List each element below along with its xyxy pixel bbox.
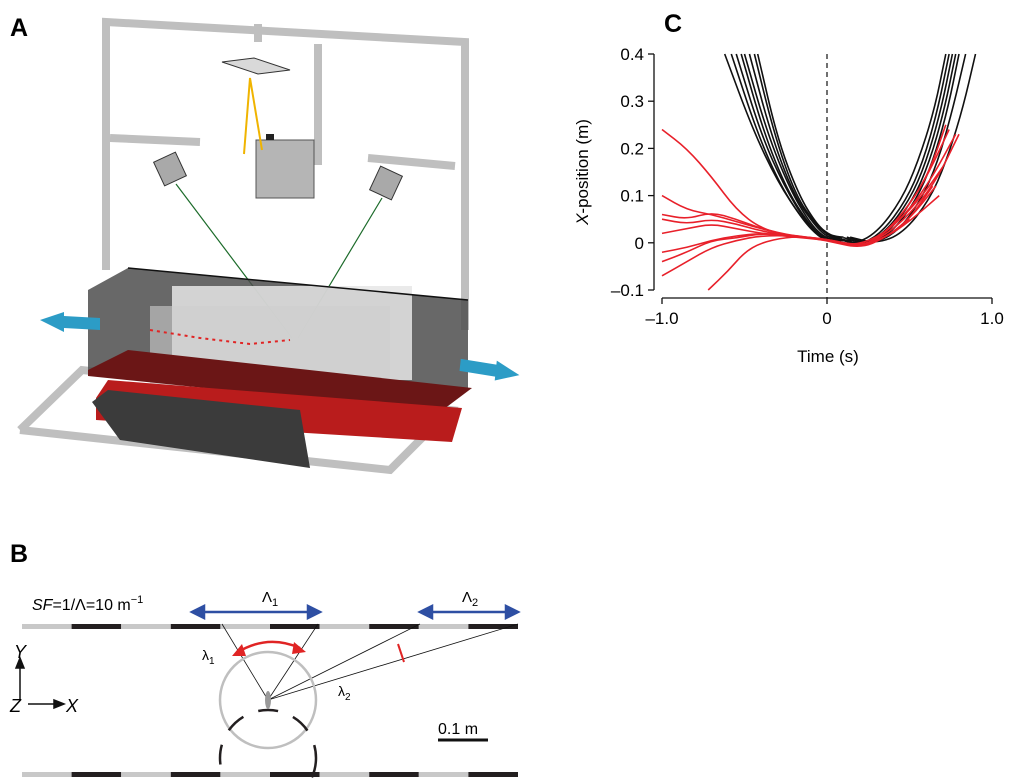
top-grating-stripe	[369, 624, 419, 629]
x-tick-label: 0	[822, 309, 831, 328]
bottom-grating-stripe	[71, 772, 122, 777]
Lambda2-label: Λ2	[462, 589, 478, 609]
lambda1-arrowhead-left	[189, 603, 206, 621]
bottom-grating-stripe	[220, 772, 270, 777]
y-tick-label: 0.1	[620, 187, 644, 206]
bottom-grating-stripe	[170, 772, 221, 777]
red-trajectory-line	[661, 133, 957, 246]
red-trajectory-line	[661, 124, 947, 246]
bottom-grating-stripe	[468, 772, 518, 777]
top-grating-stripe	[468, 624, 518, 629]
black-trajectory-line	[753, 53, 842, 239]
x-tick-label: –1.0	[645, 309, 678, 328]
camera-left	[152, 151, 188, 187]
panel-label-a: A	[10, 14, 29, 42]
bottom-grating-stripe	[270, 772, 320, 777]
black-trajectory-line	[723, 53, 852, 242]
fish-path	[149, 329, 291, 346]
top-grating-stripe	[170, 624, 221, 629]
red-trajectory-line	[661, 218, 910, 277]
outflow-arrow	[40, 312, 100, 332]
black-trajectory-line	[838, 53, 954, 245]
black-trajectory-line	[730, 53, 836, 242]
visual-circle-bottom	[218, 708, 318, 778]
fish-icon	[265, 691, 271, 709]
top-grating-stripe	[319, 624, 370, 629]
spatial-frequency-label: SF=1/Λ=10 m−1	[32, 594, 143, 614]
black-trajectory-line	[743, 53, 839, 241]
top-grating-stripe	[270, 624, 320, 629]
y-tick-label: –0.1	[611, 281, 644, 300]
bottom-grating-stripe	[22, 772, 72, 777]
bottom-grating-stripe	[418, 772, 469, 777]
top-grating-stripe	[418, 624, 469, 629]
projector	[255, 139, 315, 199]
axis-x-label: X	[65, 696, 79, 716]
Lambda1-label: Λ1	[262, 589, 278, 609]
panel-label-c: C	[664, 10, 683, 38]
bottom-grating-stripe	[369, 772, 419, 777]
visual-angle-lines	[221, 623, 519, 701]
bottom-grating-stripe	[319, 772, 370, 777]
support-frame	[17, 17, 469, 475]
black-trajectory-line	[740, 53, 837, 242]
coordinate-axes	[14, 655, 67, 710]
lambda1-arrowhead-right	[306, 603, 323, 621]
axis-y-label: Y	[14, 642, 28, 662]
tank-floor	[88, 350, 472, 412]
camera-right	[368, 165, 404, 201]
lower-base	[92, 390, 310, 468]
lambda2-arrowhead-right	[504, 603, 521, 621]
y-axis-title: X-position (m)	[573, 119, 592, 226]
black-trajectory-line	[835, 53, 950, 246]
lambda1-label: λ1	[202, 647, 215, 667]
grating-schematic: SF=1/Λ=10 m−1 Λ1 Λ2 λ1 λ2 Y Z X 0.1 m	[9, 589, 521, 778]
angle-arc-1-head-left	[232, 644, 246, 656]
tank-top-edge	[127, 267, 469, 301]
lambda2-label: λ2	[338, 683, 351, 703]
black-trajectory-line	[843, 53, 960, 244]
bottom-grating-stripe	[121, 772, 171, 777]
projector-lens	[266, 134, 274, 140]
top-grating-stripe	[22, 624, 72, 629]
black-trajectory-line	[735, 53, 836, 242]
red-trajectory-line	[661, 194, 940, 245]
black-trajectory-line	[756, 53, 844, 238]
black-trajectory-line	[839, 53, 957, 244]
x-position-chart: –0.1 0 0.1 0.2 0.3 0.4 –1.0 0 1.0 Time (s) X-pos…	[573, 45, 1004, 366]
y-tick-label: 0	[635, 234, 644, 253]
visual-circle-top	[218, 650, 318, 750]
y-tick-label: 0.4	[620, 45, 644, 64]
apparatus-illustration	[17, 17, 520, 475]
bottom-grating	[22, 772, 518, 777]
mirror	[221, 57, 291, 75]
angle-arc-2	[397, 643, 405, 663]
x-axis-title: Time (s)	[797, 347, 859, 366]
red-trajectory-line	[707, 166, 944, 291]
angle-arc-1-head-right	[292, 642, 306, 654]
top-grating-stripe	[71, 624, 122, 629]
black-trajectory-line	[748, 53, 841, 240]
lambda2-arrowhead-left	[417, 603, 434, 621]
top-grating-stripe	[220, 624, 270, 629]
y-tick-label: 0.2	[620, 139, 644, 158]
scale-bar-label: 0.1 m	[438, 721, 478, 738]
axis-z-label: Z	[9, 696, 22, 716]
angle-arc-1	[237, 640, 301, 654]
y-tick-label: 0.3	[620, 92, 644, 111]
top-grating	[22, 624, 518, 629]
panel-label-b: B	[10, 540, 29, 568]
top-grating-stripe	[121, 624, 171, 629]
inflow-arrow	[459, 358, 520, 381]
x-tick-label: 1.0	[980, 309, 1004, 328]
